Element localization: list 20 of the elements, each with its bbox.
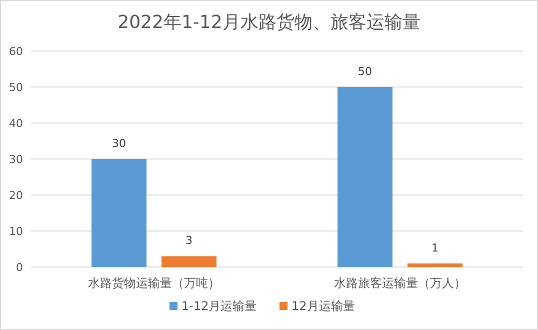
- bar: [408, 263, 462, 267]
- bar: [92, 159, 146, 267]
- data-label: 30: [112, 137, 126, 150]
- y-tick-label: 0: [16, 260, 23, 274]
- x-tick-label: 水路旅客运输量（万人）: [334, 276, 466, 290]
- bar: [162, 256, 216, 267]
- y-tick-label: 10: [9, 224, 23, 238]
- bar: [338, 87, 392, 267]
- data-label: 50: [358, 65, 372, 78]
- y-tick-label: 60: [9, 44, 23, 58]
- y-tick-label: 30: [9, 152, 23, 166]
- y-tick-label: 50: [9, 80, 23, 94]
- y-tick-label: 20: [9, 188, 23, 202]
- chart-title: 2022年1-12月水路货物、旅客运输量: [118, 12, 420, 33]
- data-label: 3: [186, 234, 192, 248]
- legend-label: 1-12月运输量: [182, 299, 257, 313]
- x-tick-label: 水路货物运输量（万吨）: [88, 276, 220, 290]
- data-label: 1: [432, 241, 438, 254]
- y-tick-label: 40: [9, 116, 23, 130]
- legend-label: 12月运输量: [292, 299, 355, 313]
